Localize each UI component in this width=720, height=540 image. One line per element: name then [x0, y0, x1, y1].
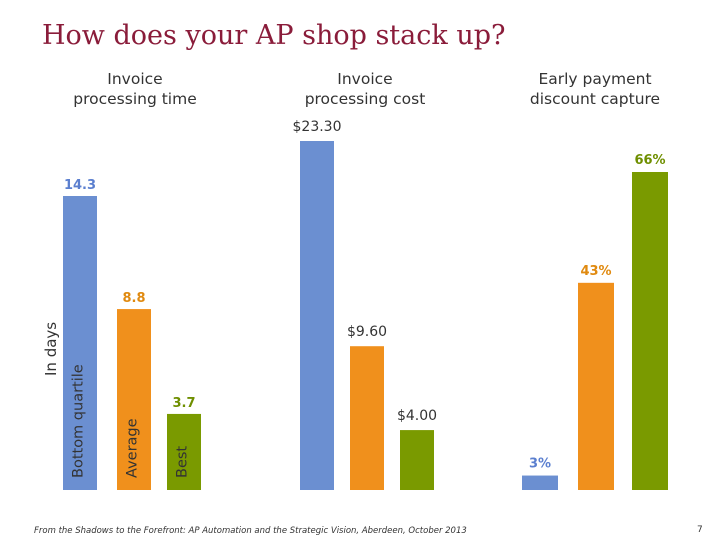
- group-title-processing-cost: Invoice processing cost: [304, 70, 426, 108]
- group-title-processing-time: Invoice processing time: [73, 70, 197, 108]
- category-label-average: Average: [125, 418, 141, 478]
- group-title-discount-capture: Early payment discount capture: [529, 70, 661, 108]
- bar-1-bottom-quartile: [300, 141, 334, 490]
- data-label-1-average: $9.60: [347, 324, 387, 340]
- page-number: 7: [697, 525, 703, 535]
- bar-1-best: [400, 430, 434, 490]
- data-label-0-best: 3.7: [172, 396, 195, 411]
- data-label-2-bottom-quartile: 3%: [529, 457, 551, 472]
- data-label-0-average: 8.8: [122, 291, 145, 306]
- slide-title: How does your AP shop stack up?: [42, 20, 506, 51]
- bar-2-bottom-quartile: [522, 475, 558, 490]
- source-footnote: From the Shadows to the Forefront: AP Au…: [34, 526, 467, 536]
- bar-2-average: [578, 282, 614, 490]
- bar-0-best: [167, 413, 201, 490]
- category-label-bottom-quartile: Bottom quartile: [71, 364, 87, 478]
- category-label-best: Best: [175, 446, 191, 478]
- data-label-2-best: 66%: [634, 153, 665, 168]
- bar-0-bottom-quartile: [63, 196, 97, 490]
- bar-1-average: [350, 346, 384, 490]
- data-label-1-best: $4.00: [397, 408, 437, 424]
- bar-2-best: [632, 172, 668, 490]
- data-label-1-bottom-quartile: $23.30: [293, 119, 342, 135]
- data-label-2-average: 43%: [580, 264, 611, 279]
- data-label-0-bottom-quartile: 14.3: [64, 178, 96, 193]
- bar-0-average: [117, 309, 151, 490]
